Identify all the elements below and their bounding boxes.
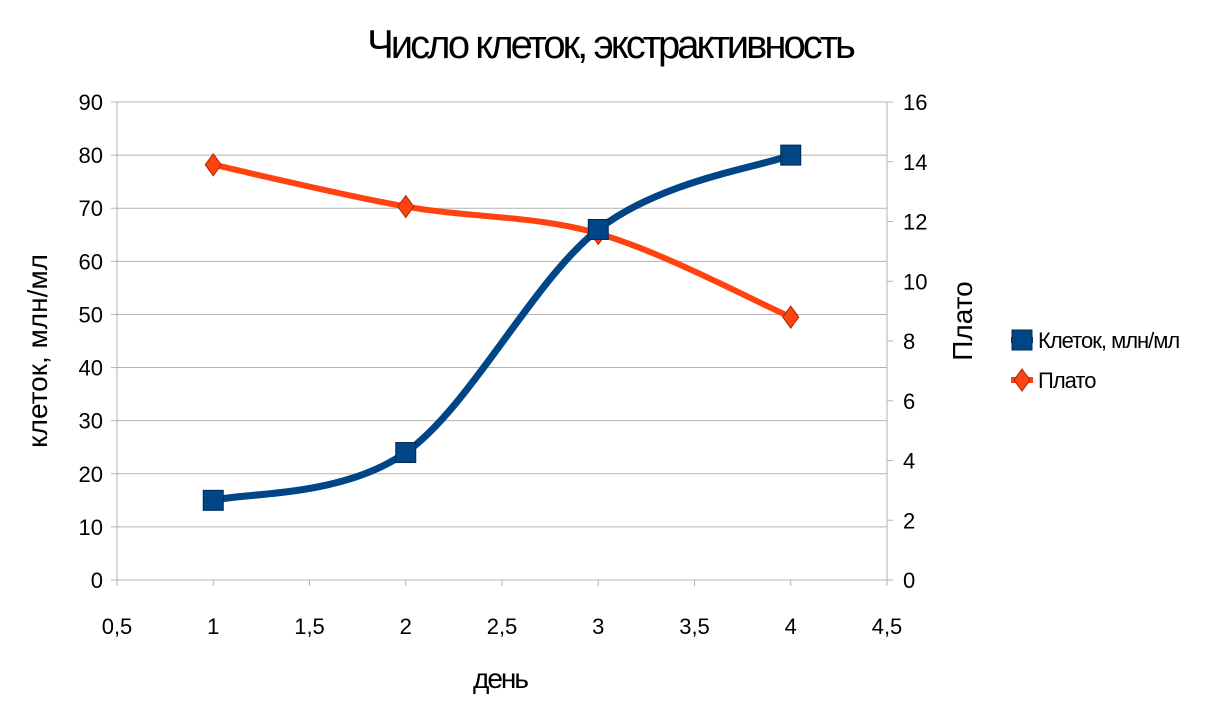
y-left-tick-label: 50 — [79, 302, 103, 327]
x-tick-label: 4,5 — [872, 614, 903, 639]
legend-label-cells: Клеток, млн/мл — [1038, 328, 1179, 353]
y-left-tick-label: 10 — [79, 515, 103, 540]
data-point-plato — [397, 194, 415, 219]
legend-marker-plato — [1013, 368, 1031, 392]
legend-label-plato: Плато — [1038, 368, 1096, 393]
y-left-tick-label: 20 — [79, 462, 103, 487]
legend-marker-cells — [1011, 329, 1033, 351]
x-tick-label: 0,5 — [102, 614, 133, 639]
data-point-cells — [780, 144, 802, 166]
y-left-axis-title: клеток, млн/мл — [22, 254, 53, 448]
y-right-tick-label: 12 — [903, 210, 927, 235]
y-left-tick-label: 60 — [79, 249, 103, 274]
y-right-tick-label: 0 — [903, 568, 915, 593]
series-cells — [202, 144, 802, 511]
data-point-cells — [587, 218, 609, 240]
y-left-tick-label: 30 — [79, 409, 103, 434]
y-right-axis-title: Плато — [947, 281, 978, 361]
data-point-cells — [202, 489, 224, 511]
grid — [111, 101, 893, 586]
x-tick-label: 2 — [400, 614, 412, 639]
x-tick-label: 2,5 — [487, 614, 518, 639]
x-tick-label: 1,5 — [294, 614, 325, 639]
data-point-plato — [782, 305, 800, 329]
y-left-tick-label: 80 — [79, 143, 103, 168]
chart-title: Число клеток, экстрактивность — [367, 23, 855, 67]
y-right-tick-label: 16 — [903, 90, 927, 115]
series — [202, 144, 802, 511]
x-tick-label: 3 — [592, 614, 604, 639]
y-right-tick-label: 8 — [903, 329, 915, 354]
x-tick-label: 4 — [785, 614, 797, 639]
series-line-plato — [210, 161, 794, 321]
data-point-cells — [395, 442, 417, 464]
legend: Клеток, млн/мл Плато — [1011, 328, 1180, 393]
y-right-tick-label: 14 — [903, 150, 927, 175]
y-left-tick-label: 0 — [91, 568, 103, 593]
x-tick-label: 1 — [207, 614, 219, 639]
y-left-tick-label: 70 — [79, 196, 103, 221]
y-left-tick-label: 40 — [79, 356, 103, 381]
y-right-tick-label: 2 — [903, 508, 915, 533]
y-left-tick-label: 90 — [79, 90, 103, 115]
x-axis-title: день — [473, 663, 528, 694]
y-right-tick-label: 10 — [903, 269, 927, 294]
data-point-plato — [204, 152, 222, 177]
series-line-cells — [209, 151, 795, 504]
y-right-tick-label: 6 — [903, 389, 915, 414]
y-right-tick-label: 4 — [903, 449, 915, 474]
x-tick-label: 3,5 — [679, 614, 710, 639]
